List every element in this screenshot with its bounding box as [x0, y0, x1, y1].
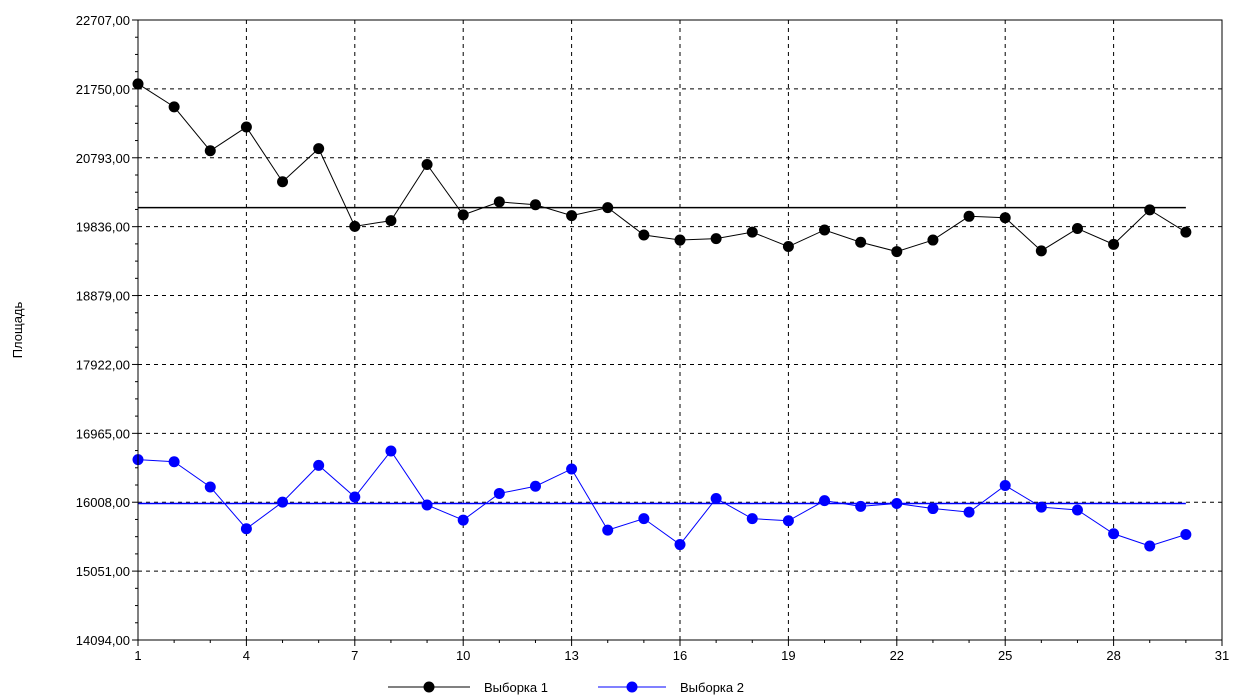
y-tick-label: 19836,00 [76, 220, 130, 235]
data-point [1108, 238, 1120, 250]
axes [132, 19, 1223, 646]
data-point [927, 503, 939, 515]
data-point [891, 498, 903, 510]
data-point [349, 491, 361, 503]
data-point [746, 513, 758, 525]
data-point [349, 220, 361, 232]
data-point [1108, 528, 1120, 540]
data-point [999, 212, 1011, 224]
series-line [137, 450, 1187, 547]
data-point [168, 101, 180, 113]
mean-lines [138, 206, 1186, 505]
y-tick-label: 22707,00 [76, 13, 130, 28]
x-tick-label: 1 [134, 648, 141, 663]
data-point [240, 121, 252, 133]
x-tick-label: 28 [1106, 648, 1120, 663]
y-tick-label: 20793,00 [76, 151, 130, 166]
plot-frame [137, 19, 1223, 641]
data-point [566, 463, 578, 475]
data-point [457, 209, 469, 221]
legend: Выборка 1 Выборка 2 [388, 680, 744, 695]
data-point [782, 241, 794, 253]
data-point [204, 481, 216, 493]
data-point [313, 143, 325, 155]
data-point [421, 158, 433, 170]
data-point [746, 226, 758, 238]
data-point [602, 524, 614, 536]
y-tick-label: 17922,00 [76, 357, 130, 372]
data-point [710, 233, 722, 245]
y-tick-label: 16965,00 [76, 426, 130, 441]
data-point [1180, 528, 1192, 540]
data-point [819, 495, 831, 507]
data-point [927, 234, 939, 246]
data-point [493, 196, 505, 208]
y-tick-label: 18879,00 [76, 289, 130, 304]
legend-label: Выборка 1 [484, 680, 548, 695]
data-point [457, 514, 469, 526]
data-point [566, 210, 578, 222]
y-axis-label: Площадь [10, 301, 25, 358]
data-point [1035, 501, 1047, 513]
legend-label: Выборка 2 [680, 680, 744, 695]
x-tick-label: 13 [564, 648, 578, 663]
x-tick-label: 16 [673, 648, 687, 663]
data-point [277, 176, 289, 188]
data-point [638, 229, 650, 241]
x-tick-label: 25 [998, 648, 1012, 663]
y-tick-label: 14094,00 [76, 633, 130, 648]
series-line [137, 83, 1187, 253]
x-tick-label: 19 [781, 648, 795, 663]
data-point [1144, 204, 1156, 216]
x-tick-labels: 1 4 7 10 13 16 19 22 25 28 31 [134, 648, 1229, 663]
x-tick-label: 10 [456, 648, 470, 663]
data-point [493, 487, 505, 499]
data-point [891, 246, 903, 258]
x-tick-label: 22 [890, 648, 904, 663]
data-point [674, 539, 686, 551]
x-tick-label: 4 [243, 648, 250, 663]
data-point [168, 456, 180, 468]
data-point [602, 202, 614, 214]
data-point [638, 513, 650, 525]
data-point [204, 145, 216, 157]
y-tick-label: 16008,00 [76, 495, 130, 510]
data-point [1180, 226, 1192, 238]
legend-marker [626, 681, 638, 693]
series [132, 78, 1192, 552]
y-tick-label: 21750,00 [76, 82, 130, 97]
data-point [1035, 245, 1047, 257]
data-point [240, 523, 252, 535]
legend-marker [423, 681, 435, 693]
x-tick-label: 31 [1215, 648, 1229, 663]
y-tick-label: 15051,00 [76, 564, 130, 579]
data-point [674, 234, 686, 246]
data-point [1144, 540, 1156, 552]
data-point [1071, 504, 1083, 516]
data-point [277, 496, 289, 508]
data-point [529, 199, 541, 211]
data-point [421, 499, 433, 511]
data-point [855, 500, 867, 512]
data-point [385, 215, 397, 227]
x-tick-label: 7 [351, 648, 358, 663]
data-point [529, 480, 541, 492]
data-point [1071, 223, 1083, 235]
data-point [963, 506, 975, 518]
data-point [313, 459, 325, 471]
data-point [710, 492, 722, 504]
data-point [385, 445, 397, 457]
data-point [855, 236, 867, 248]
y-tick-labels: 14094,00 15051,00 16008,00 16965,00 17922,00… [76, 13, 130, 648]
data-point [819, 224, 831, 236]
data-point [782, 515, 794, 527]
data-point [963, 210, 975, 222]
data-point [999, 480, 1011, 492]
